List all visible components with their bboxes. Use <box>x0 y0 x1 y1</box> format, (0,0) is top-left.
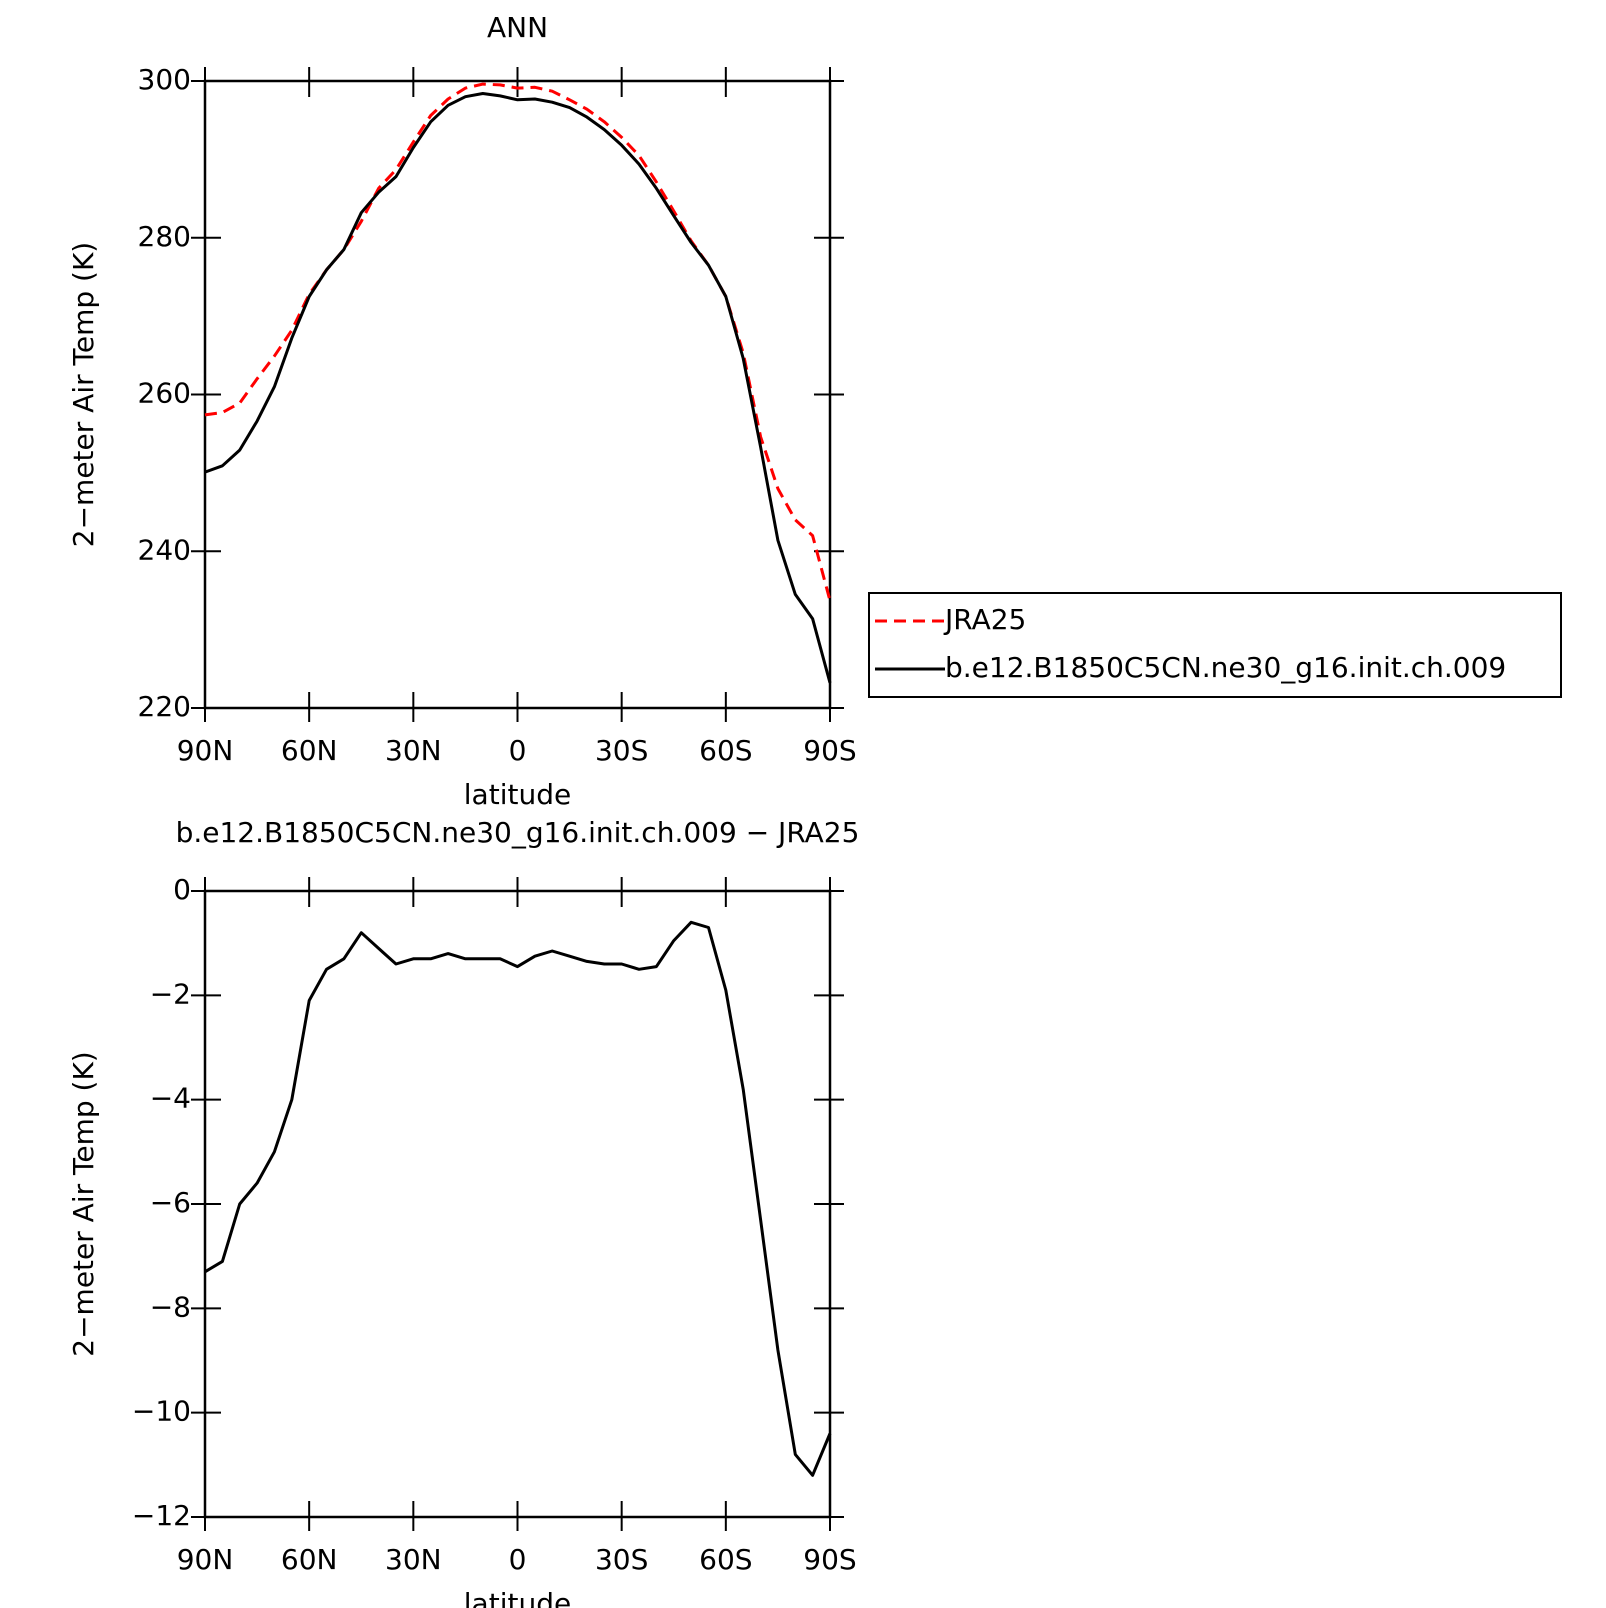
y-tick-label: −2 <box>150 977 191 1010</box>
data-line <box>204 920 832 1477</box>
y-axis-title: 2−meter Air Temp (K) <box>67 242 100 547</box>
x-tick-label: 30N <box>385 734 442 767</box>
legend-label: b.e12.B1850C5CN.ne30_g16.init.ch.009 <box>945 651 1506 684</box>
legend-box <box>868 592 1562 698</box>
y-tick-label: 300 <box>138 63 191 96</box>
x-tick-label: 0 <box>509 1543 527 1576</box>
y-tick-label: −6 <box>150 1186 191 1219</box>
x-axis-title: latitude <box>464 778 571 811</box>
y-tick-label: −8 <box>150 1290 191 1323</box>
y-tick-label: −4 <box>150 1082 191 1115</box>
x-tick-label: 30S <box>595 734 648 767</box>
x-tick-label: 30S <box>595 1543 648 1576</box>
x-tick-label: 60S <box>699 734 752 767</box>
x-tick-label: 90N <box>177 1543 234 1576</box>
data-line <box>204 82 832 601</box>
y-tick-label: 0 <box>173 873 191 906</box>
plot-frame <box>203 79 832 710</box>
y-tick-label: 280 <box>138 220 191 253</box>
x-axis-title: latitude <box>464 1587 571 1608</box>
x-tick-label: 90N <box>177 734 234 767</box>
x-tick-label: 90S <box>803 1543 856 1576</box>
x-tick-label: 60N <box>281 1543 338 1576</box>
chart-title: ANN <box>487 11 548 44</box>
x-tick-label: 60S <box>699 1543 752 1576</box>
y-tick-label: 220 <box>138 690 191 723</box>
y-tick-label: 260 <box>138 377 191 410</box>
data-line <box>204 92 832 684</box>
y-tick-label: −10 <box>132 1395 191 1428</box>
x-tick-label: 30N <box>385 1543 442 1576</box>
y-axis-title: 2−meter Air Temp (K) <box>67 1051 100 1356</box>
plot-frame <box>203 889 832 1519</box>
x-tick-label: 60N <box>281 734 338 767</box>
legend-label: JRA25 <box>943 603 1026 636</box>
y-tick-label: −12 <box>132 1499 191 1532</box>
chart-title: b.e12.B1850C5CN.ne30_g16.init.ch.009 − J… <box>176 816 860 849</box>
y-tick-label: 240 <box>138 533 191 566</box>
x-tick-label: 90S <box>803 734 856 767</box>
x-tick-label: 0 <box>509 734 527 767</box>
